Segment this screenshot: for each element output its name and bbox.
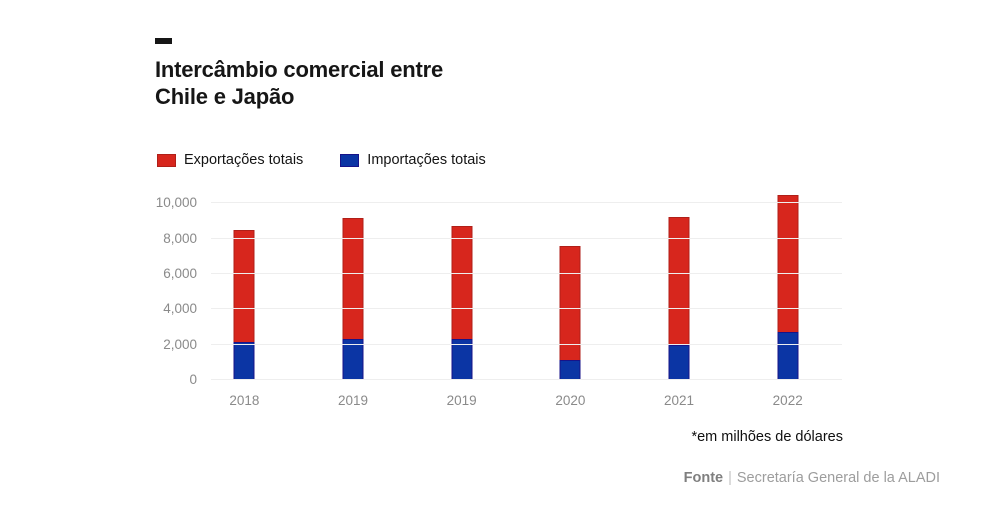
legend-item-imports: Importações totais <box>340 152 486 168</box>
x-axis-label: 2020 <box>555 393 586 408</box>
bar-segment-imports <box>451 338 473 380</box>
gridline-10,000 <box>211 202 842 204</box>
title-accent-dash <box>155 38 172 44</box>
stacked-bar-2021 <box>668 216 690 380</box>
bar-segment-imports <box>559 359 581 380</box>
x-axis-labels: 2018 2019 2019 2020 2021 2022 <box>190 393 842 408</box>
bar-slot-2018 <box>190 188 299 380</box>
legend-swatch-exports-icon <box>157 153 176 167</box>
stacked-bar-2018 <box>233 229 255 380</box>
y-axis-tick-label: 6,000 <box>163 266 197 281</box>
plot-area <box>190 188 842 380</box>
legend-item-exports: Exportações totais <box>157 152 303 168</box>
y-axis-labels: 10,000 8,000 6,000 4,000 2,000 0 <box>120 188 197 387</box>
gridline-8,000 <box>211 237 842 239</box>
legend-swatch-imports-icon <box>340 153 360 167</box>
stacked-bar-2022 <box>777 194 799 380</box>
unit-footnote: *em milhões de dólares <box>691 429 843 445</box>
y-axis-tick-label: 8,000 <box>163 230 197 246</box>
source-line: Fonte | Secretaría General de la ALADI <box>684 470 940 486</box>
gridline-2,000 <box>211 343 842 345</box>
x-axis-label: 2019 <box>337 393 369 408</box>
bar-segment-imports <box>777 332 799 380</box>
bar-segment-exports <box>233 229 255 342</box>
page-title-line2: Chile e Japão <box>155 84 295 109</box>
bar-slot-2021 <box>625 188 734 380</box>
source-text: Secretaría General de la ALADI <box>736 470 940 486</box>
bar-segment-imports <box>233 342 255 380</box>
stacked-bar-2019 <box>451 225 473 380</box>
bar-slot-2019 <box>299 188 408 380</box>
source-label: Fonte <box>683 470 724 486</box>
y-axis-tick-label: 0 <box>189 372 197 387</box>
gridline-6,000 <box>211 273 842 274</box>
stacked-bar-2020 <box>559 245 581 380</box>
page-title: Intercâmbio comercial entre Chile e Japã… <box>155 56 575 110</box>
bar-slot-2022 <box>733 188 842 380</box>
bar-segment-exports <box>342 217 364 339</box>
x-axis-label: 2022 <box>772 393 803 408</box>
stacked-bar-2019 <box>342 217 364 380</box>
bar-slot-2020 <box>516 188 625 380</box>
chart-legend: Exportações totais Importações totais <box>157 152 486 168</box>
bars-row <box>190 188 842 380</box>
source-separator: | <box>728 470 732 486</box>
bar-segment-exports <box>451 225 473 339</box>
y-axis-tick-label: 2,000 <box>163 336 197 352</box>
y-axis-tick-label: 4,000 <box>163 301 197 317</box>
x-axis-label: 2021 <box>664 393 695 408</box>
bar-segment-imports <box>342 338 364 380</box>
bar-segment-exports <box>559 245 581 360</box>
bar-segment-exports <box>668 216 690 345</box>
bar-segment-exports <box>777 194 799 333</box>
y-axis-tick-label: 10,000 <box>155 195 197 211</box>
gridline-4,000 <box>211 308 842 310</box>
page-title-line1: Intercâmbio comercial entre <box>155 57 444 82</box>
legend-label-exports: Exportações totais <box>184 152 304 168</box>
legend-label-imports: Importações totais <box>367 152 486 168</box>
bar-segment-imports <box>668 344 690 380</box>
bar-slot-2019 <box>407 188 516 380</box>
x-axis-label: 2019 <box>446 393 477 408</box>
x-axis-label: 2018 <box>229 393 260 408</box>
gridline-0 <box>211 379 842 380</box>
